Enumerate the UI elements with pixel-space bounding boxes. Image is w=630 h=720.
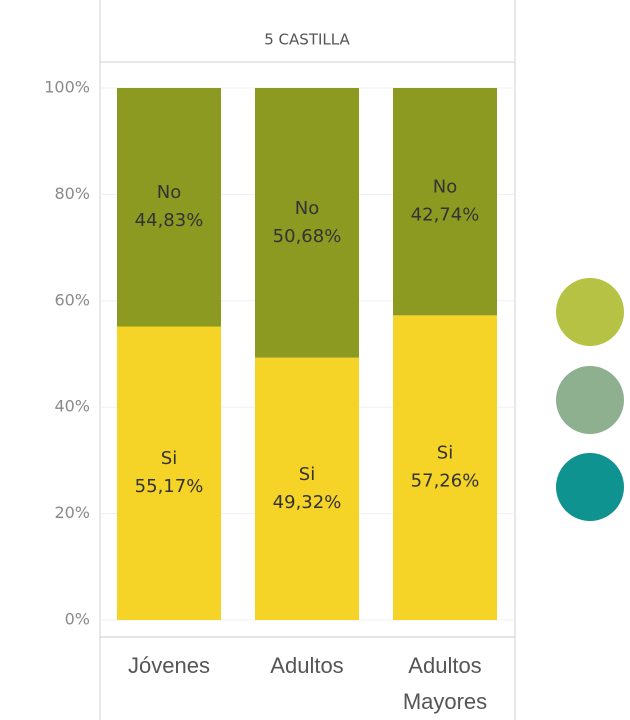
segment-name: No xyxy=(295,198,319,219)
bar-segment xyxy=(255,88,359,358)
bar-segment xyxy=(117,326,221,620)
segment-name: Si xyxy=(161,448,177,469)
x-tick-label: Adultos Mayores xyxy=(402,653,488,714)
legend-circle xyxy=(556,366,624,434)
segment-name: Si xyxy=(437,443,453,464)
x-tick-label: Adultos xyxy=(270,653,344,678)
bar-segment xyxy=(393,88,497,316)
y-tick-label: 60% xyxy=(54,290,90,309)
y-tick-label: 100% xyxy=(44,78,90,97)
panel-title: 5 CASTILLA xyxy=(264,31,350,49)
segment-name: No xyxy=(157,182,181,203)
data-label: 57,26% xyxy=(411,471,480,492)
bar-segment xyxy=(393,315,497,620)
y-tick-label: 80% xyxy=(54,184,90,203)
data-label: 55,17% xyxy=(135,476,204,497)
segment-name: Si xyxy=(299,464,315,485)
bar-segment xyxy=(255,357,359,620)
data-label: 49,32% xyxy=(273,492,342,513)
y-tick-label: 0% xyxy=(65,610,90,629)
bar-segment xyxy=(117,88,221,327)
y-tick-label: 40% xyxy=(54,397,90,416)
legend-circle xyxy=(556,278,624,346)
data-label: 50,68% xyxy=(273,226,342,247)
legend-circle xyxy=(556,453,624,521)
x-tick-label: Jóvenes xyxy=(128,653,210,678)
y-tick-label: 20% xyxy=(54,503,90,522)
data-label: 44,83% xyxy=(135,210,204,231)
segment-name: No xyxy=(433,177,457,198)
data-label: 42,74% xyxy=(411,205,480,226)
